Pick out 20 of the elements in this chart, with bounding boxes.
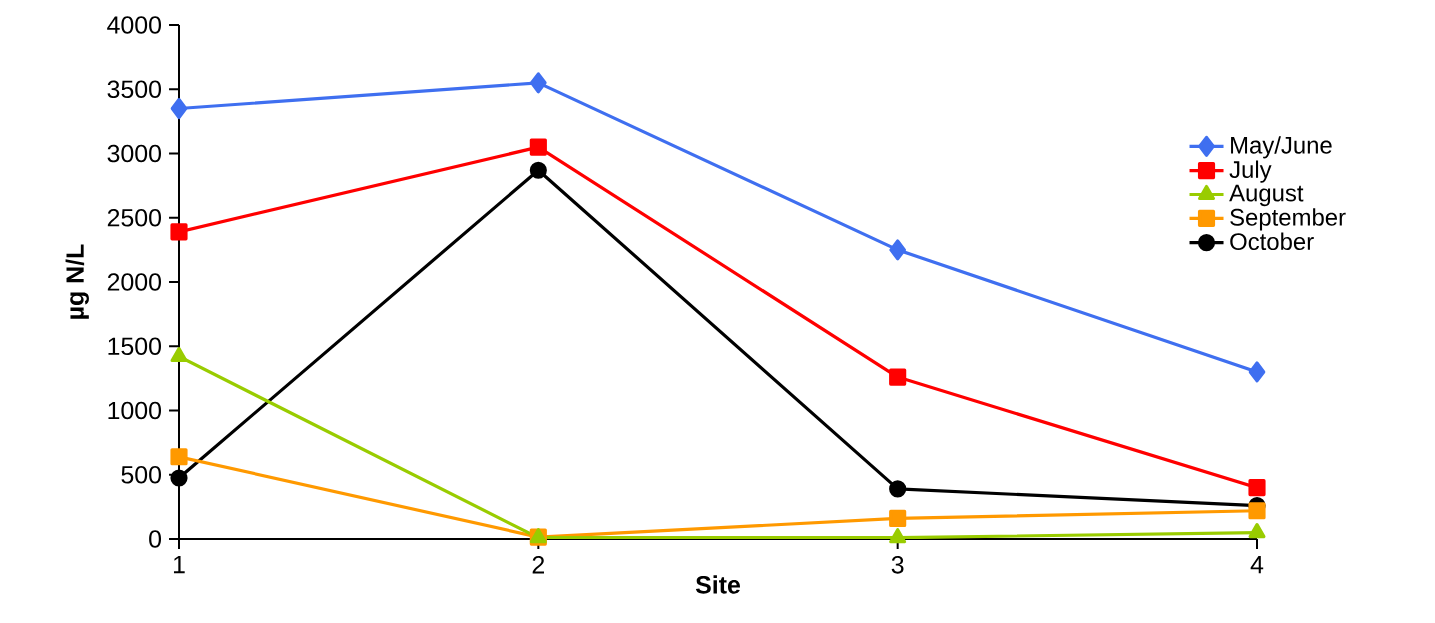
x-tick-label: 4 xyxy=(1250,556,1264,574)
y-tick-label: 0 xyxy=(149,530,162,548)
y-axis-title: µg N/L xyxy=(65,244,89,319)
y-tick-label: 1000 xyxy=(108,401,162,420)
legend-label: October xyxy=(1230,232,1314,251)
y-tick-label: 2500 xyxy=(107,208,162,227)
y-tick-label: 3000 xyxy=(107,144,162,163)
y-tick-label: 4000 xyxy=(107,16,162,34)
legend-label: August xyxy=(1229,184,1304,207)
y-tick-label: 2000 xyxy=(107,273,162,291)
x-tick-label: 2 xyxy=(532,556,544,574)
y-tick-label: 3500 xyxy=(107,80,162,99)
x-tick-label: 1 xyxy=(173,556,185,574)
legend-label: July xyxy=(1229,160,1272,183)
y-tick-label: 1500 xyxy=(108,337,162,356)
x-tick-label: 3 xyxy=(891,556,904,574)
y-tick-label: 500 xyxy=(121,465,162,484)
legend-label: September xyxy=(1230,208,1346,231)
x-axis-title: Site xyxy=(695,575,740,594)
legend-label: May/June xyxy=(1231,136,1332,159)
